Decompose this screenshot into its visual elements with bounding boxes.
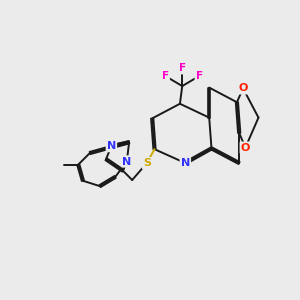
Text: F: F — [179, 63, 186, 73]
Text: O: O — [241, 143, 250, 153]
Text: F: F — [196, 71, 203, 81]
Text: O: O — [238, 83, 248, 93]
Text: N: N — [122, 157, 131, 166]
Text: N: N — [107, 141, 116, 151]
Text: N: N — [181, 158, 190, 168]
Text: S: S — [143, 158, 151, 168]
Text: F: F — [162, 71, 169, 81]
